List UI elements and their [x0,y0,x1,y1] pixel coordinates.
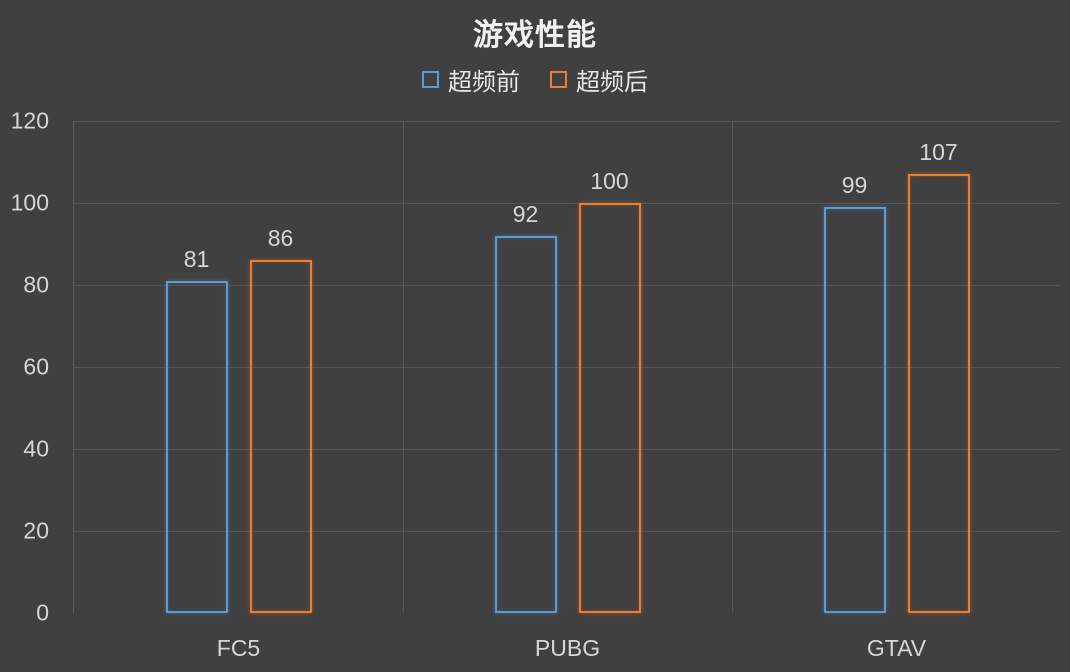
plot-area: 0 20 40 60 80 100 120 81 86 FC5 92 100 PUBG 99 107 GTAV [11,108,1061,661]
y-axis-tick-label-80: 80 [23,271,49,298]
y-axis-tick-label-20: 20 [23,517,49,544]
legend-label-before-oc: 超频前 [448,69,520,96]
y-axis-tick-label-40: 40 [23,435,49,462]
gridline-y-20 [74,530,1061,532]
legend-item-before-oc[interactable]: 超频前 [422,62,520,97]
x-axis-category-label-gtav: GTAV [866,635,927,661]
x-axis-category-label-fc5: FC5 [216,635,261,661]
gridline-y-120 [74,120,1061,122]
legend-item-after-oc[interactable]: 超频后 [550,62,648,97]
bar-pubg-series0[interactable] [494,235,557,613]
chart-legend: 超频前 超频后 [0,62,1070,97]
gridline-x-separator-2 [731,121,733,613]
y-axis-tick-label-100: 100 [10,189,49,216]
bar-gtav-series1[interactable] [907,174,970,613]
data-label-fc5-series0: 81 [183,245,210,272]
bar-pubg-series1[interactable] [578,203,641,613]
gridline-y-100 [74,202,1061,204]
y-axis-tick-label-120: 120 [10,107,49,134]
bar-gtav-series0[interactable] [823,207,886,613]
data-label-fc5-series1: 86 [267,225,294,252]
data-label-pubg-series1: 100 [590,168,629,194]
data-label-gtav-series0: 99 [841,172,868,199]
bar-fc5-series0[interactable] [165,280,228,613]
legend-swatch-after-oc-icon [550,71,567,88]
y-axis-tick-label-0: 0 [36,599,49,626]
bar-fc5-series1[interactable] [249,260,312,613]
gridline-y-80 [74,284,1061,286]
gridline-x-separator-1 [402,121,404,613]
y-axis-tick-label-60: 60 [23,353,49,380]
chart-title: 游戏性能 [473,19,597,52]
data-label-pubg-series0: 92 [512,200,539,227]
legend-swatch-before-oc-icon [422,71,439,88]
gridline-y-40 [74,448,1061,450]
legend-label-after-oc: 超频后 [576,69,648,96]
x-axis-category-label-pubg: PUBG [534,635,601,661]
data-label-gtav-series1: 107 [919,139,958,166]
gridline-y-60 [74,366,1061,368]
